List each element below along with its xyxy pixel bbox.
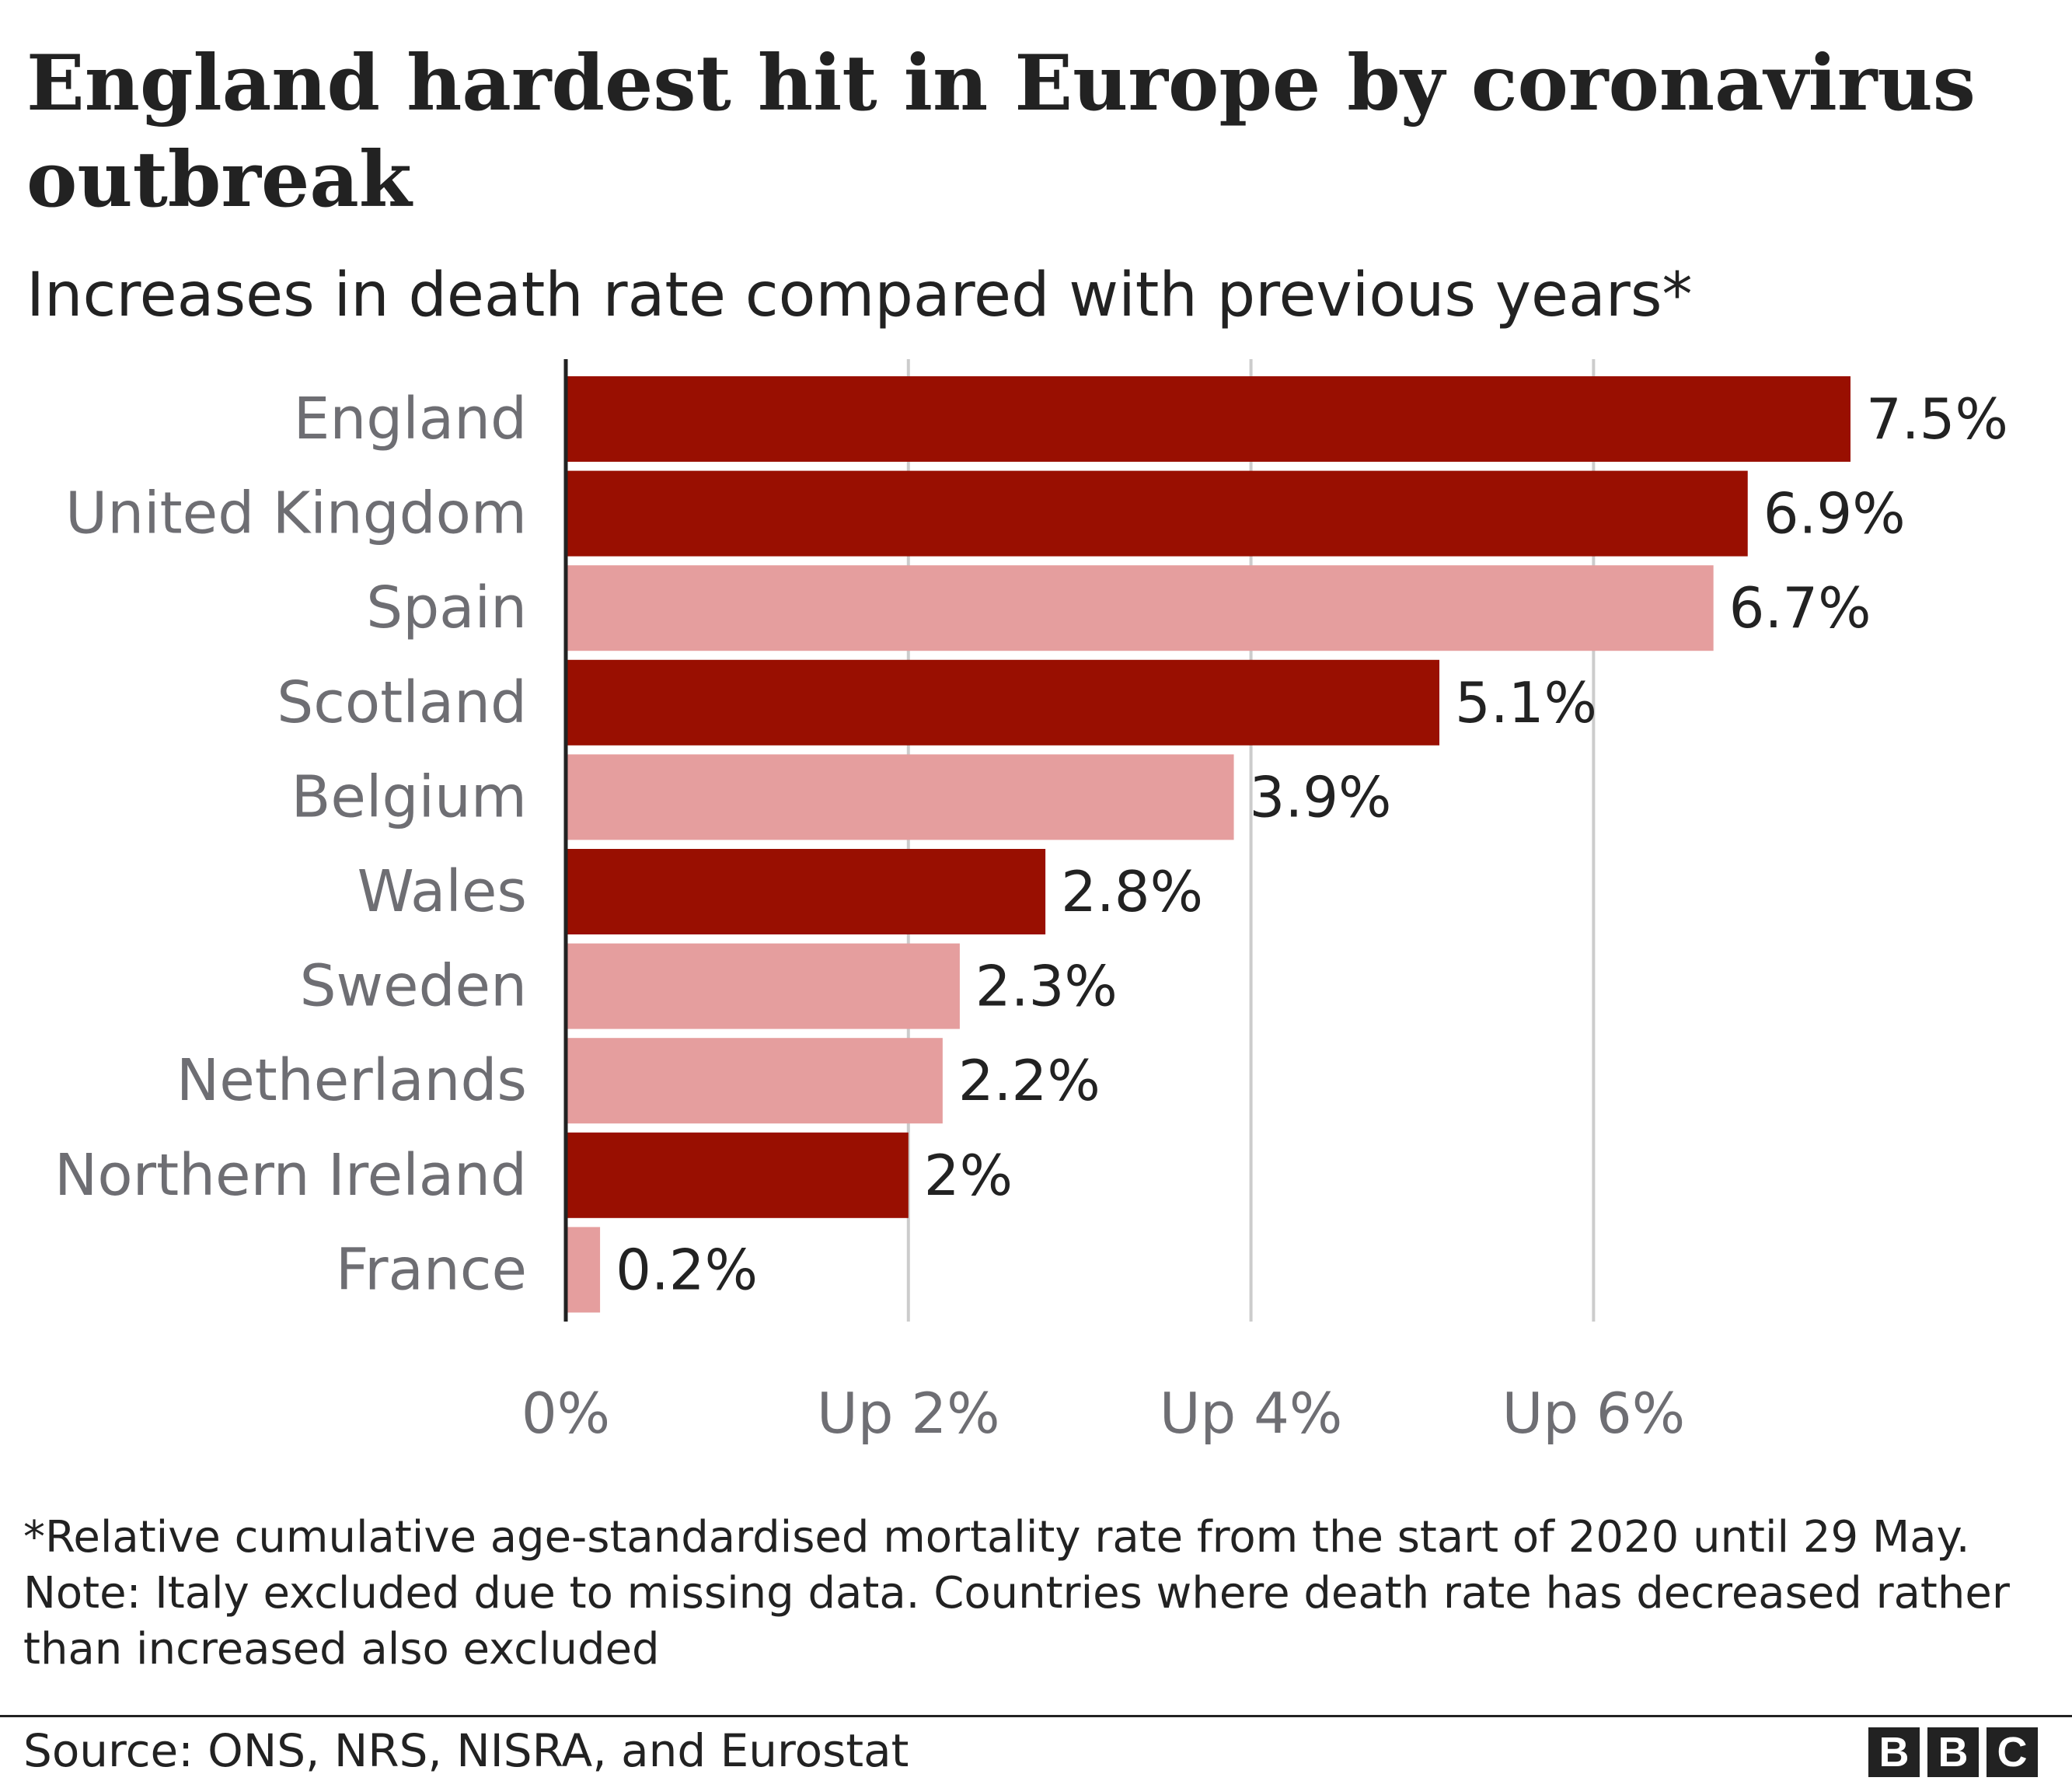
category-label: England (294, 386, 527, 452)
x-tick-label: 0% (521, 1381, 610, 1446)
bbc-logo-letter: B (1868, 1727, 1920, 1777)
bar (566, 1227, 601, 1313)
bar (566, 1038, 943, 1124)
bar (566, 849, 1046, 934)
chart-title: England hardest hit in Europe by coronav… (26, 39, 1976, 225)
category-label: Scotland (277, 669, 527, 736)
value-label: 6.7% (1729, 575, 1871, 641)
bar (566, 1132, 909, 1218)
bars (566, 376, 1850, 1313)
value-label: 3.9% (1250, 764, 1392, 829)
category-label: Sweden (300, 953, 527, 1020)
category-label: Belgium (291, 763, 527, 830)
x-tick-label: Up 6% (1502, 1381, 1686, 1446)
category-label: Wales (358, 858, 527, 925)
value-label: 2% (924, 1143, 1013, 1208)
category-label: Spain (366, 574, 527, 641)
category-label: Northern Ireland (54, 1142, 527, 1209)
value-label: 0.2% (616, 1237, 758, 1302)
bar (566, 659, 1440, 746)
x-tick-label: Up 4% (1160, 1381, 1343, 1446)
bar (566, 754, 1234, 840)
value-label: 2.8% (1061, 859, 1203, 924)
category-label: Netherlands (176, 1047, 527, 1114)
value-label: 2.3% (975, 954, 1118, 1019)
value-label: 2.2% (958, 1048, 1101, 1113)
labels: 0% Up 2% Up 4% Up 6% England 7.5% United Kingd… (54, 386, 2008, 1446)
bbc-logo-letter: C (1987, 1727, 2038, 1777)
x-tick-label: Up 2% (817, 1381, 1000, 1446)
value-label: 5.1% (1455, 670, 1597, 735)
bar-chart: 0% Up 2% Up 4% Up 6% England 7.5% United Kingd… (54, 359, 2008, 1446)
value-label: 7.5% (1866, 386, 2008, 452)
value-label: 6.9% (1763, 481, 1906, 547)
source-divider (0, 1715, 2072, 1717)
category-label: United Kingdom (65, 480, 527, 547)
category-label: France (336, 1236, 527, 1303)
bar (566, 470, 1748, 557)
source-note: Source: ONS, NRS, NISRA, and Eurostat (23, 1724, 909, 1777)
bar (566, 565, 1714, 651)
bbc-logo-letter: B (1927, 1727, 1979, 1777)
bar (566, 943, 960, 1029)
footnote: *Relative cumulative age-standardised mo… (23, 1512, 2010, 1674)
bbc-logo: B B C (1868, 1727, 2038, 1777)
bar (566, 376, 1850, 462)
chart-subtitle: Increases in death rate compared with pr… (26, 260, 1693, 330)
